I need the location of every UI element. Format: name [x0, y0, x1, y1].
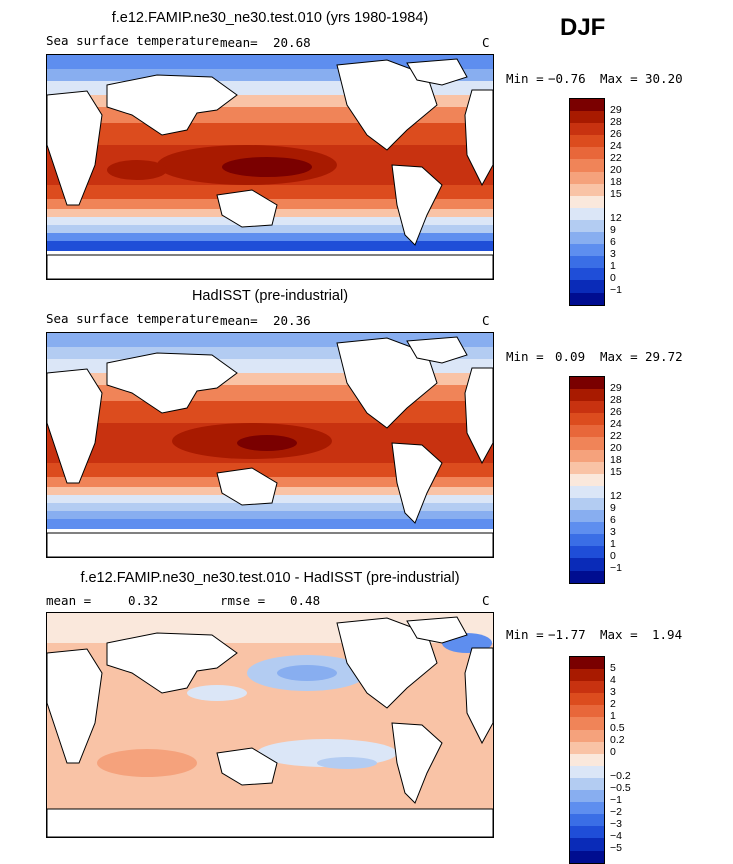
panel3-title: f.e12.FAMIP.ne30_ne30.test.010 - HadISST…: [80, 570, 460, 586]
colorbar-tick-label: −0.5: [610, 782, 631, 794]
panel2-min-value: 0.09: [555, 349, 586, 364]
panel3-unit: C: [482, 593, 490, 608]
colorbar-tick-label: 26: [610, 128, 622, 140]
colorbar-tick-label: 28: [610, 394, 622, 406]
colorbar-tick-label: −3: [610, 818, 622, 830]
colorbar-tick-label: 0: [610, 746, 616, 758]
panel2-max-value: 29.72: [645, 349, 683, 364]
panel1-map-canvas: [47, 55, 493, 279]
colorbar-tick-label: 29: [610, 104, 622, 116]
colorbar-tick-label: 28: [610, 116, 622, 128]
colorbar-tick-label: 6: [610, 514, 616, 526]
colorbar-tick-label: 24: [610, 140, 622, 152]
panel3-rmse-label: rmse =: [220, 593, 266, 608]
colorbar-tick-label: 6: [610, 236, 616, 248]
season-label: DJF: [560, 14, 606, 41]
colorbar-tick-label: 3: [610, 686, 616, 698]
panel1-unit: C: [482, 35, 490, 50]
colorbar-tick-label: 22: [610, 152, 622, 164]
panel1-mean-value: 20.68: [273, 35, 311, 50]
colorbar-tick-label: 1: [610, 710, 616, 722]
colorbar-tick-label: 18: [610, 176, 622, 188]
colorbar-tick-label: 4: [610, 674, 616, 686]
panel1-variable-label: Sea surface temperature: [46, 33, 220, 48]
panel1-max-label: Max =: [600, 71, 638, 86]
colorbar-tick-label: 2: [610, 698, 616, 710]
panel3-min-value: −1.77: [548, 627, 586, 642]
colorbar-tick-label: −1: [610, 284, 622, 296]
colorbar-tick-label: 3: [610, 248, 616, 260]
panel3-colorbar: [569, 656, 605, 864]
panel2-max-label: Max =: [600, 349, 638, 364]
colorbar-tick-label: 9: [610, 502, 616, 514]
panel3-max-label: Max =: [600, 627, 638, 642]
colorbar-tick-label: 12: [610, 212, 622, 224]
colorbar-tick-label: −0.2: [610, 770, 631, 782]
colorbar-tick-label: 0: [610, 550, 616, 562]
colorbar-tick-label: 1: [610, 260, 616, 272]
colorbar-tick-label: 5: [610, 662, 616, 674]
panel2-map-canvas: [47, 333, 493, 557]
panel2-title: HadISST (pre-industrial): [191, 288, 349, 304]
panel1-colorbar: [569, 98, 605, 306]
colorbar-tick-label: 0.5: [610, 722, 625, 734]
panel1-title: f.e12.FAMIP.ne30_ne30.test.010 (yrs 1980…: [111, 10, 429, 26]
panel2-variable-label: Sea surface temperature: [46, 311, 220, 326]
colorbar-tick-label: 0.2: [610, 734, 625, 746]
panel2-mean-label: mean=: [220, 313, 258, 328]
colorbar-tick-label: 18: [610, 454, 622, 466]
panel3-rmse-value: 0.48: [290, 593, 321, 608]
colorbar-tick-label: 12: [610, 490, 622, 502]
colorbar-tick-label: −4: [610, 830, 622, 842]
colorbar-tick-label: 20: [610, 164, 622, 176]
panel2-colorbar: [569, 376, 605, 584]
colorbar-tick-label: −5: [610, 842, 622, 854]
panel3-map-canvas: [47, 613, 493, 837]
panel1-mean-label: mean=: [220, 35, 258, 50]
panel3-max-value: 1.94: [652, 627, 683, 642]
panel3-mean-value: 0.32: [128, 593, 159, 608]
panel1-map: [46, 54, 494, 280]
panel2-map: [46, 332, 494, 558]
panel2-mean-value: 20.36: [273, 313, 311, 328]
colorbar-tick-label: −2: [610, 806, 622, 818]
panel3-min-label: Min =: [506, 627, 544, 642]
colorbar-tick-label: 15: [610, 466, 622, 478]
colorbar-tick-label: −1: [610, 562, 622, 574]
colorbar-tick-label: 15: [610, 188, 622, 200]
panel3-map: [46, 612, 494, 838]
panel1-min-value: −0.76: [548, 71, 586, 86]
panel3-mean-label: mean =: [46, 593, 92, 608]
panel1-max-value: 30.20: [645, 71, 683, 86]
colorbar-tick-label: −1: [610, 794, 622, 806]
panel2-unit: C: [482, 313, 490, 328]
colorbar-tick-label: 3: [610, 526, 616, 538]
colorbar-tick-label: 26: [610, 406, 622, 418]
colorbar-tick-label: 9: [610, 224, 616, 236]
colorbar-tick-label: 24: [610, 418, 622, 430]
colorbar-tick-label: 1: [610, 538, 616, 550]
colorbar-tick-label: 29: [610, 382, 622, 394]
colorbar-tick-label: 20: [610, 442, 622, 454]
colorbar-tick-label: 22: [610, 430, 622, 442]
panel1-min-label: Min =: [506, 71, 544, 86]
panel2-min-label: Min =: [506, 349, 544, 364]
colorbar-tick-label: 0: [610, 272, 616, 284]
